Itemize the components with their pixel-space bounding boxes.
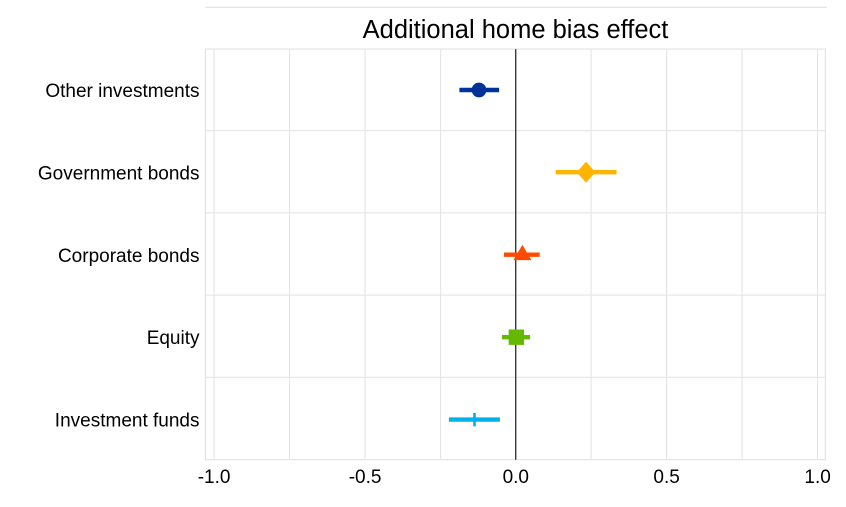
svg-text:-1.0: -1.0	[198, 467, 231, 488]
svg-text:1.0: 1.0	[804, 467, 830, 488]
svg-text:Investment funds: Investment funds	[55, 411, 200, 432]
svg-text:Other investments: Other investments	[45, 81, 199, 102]
svg-text:0.0: 0.0	[503, 467, 529, 488]
svg-text:0.5: 0.5	[653, 467, 679, 488]
svg-text:Corporate bonds: Corporate bonds	[58, 246, 200, 267]
svg-text:-0.5: -0.5	[349, 467, 382, 488]
svg-text:Additional home bias effect: Additional home bias effect	[363, 16, 669, 44]
svg-text:Government bonds: Government bonds	[38, 164, 200, 185]
svg-text:Equity: Equity	[147, 328, 200, 349]
